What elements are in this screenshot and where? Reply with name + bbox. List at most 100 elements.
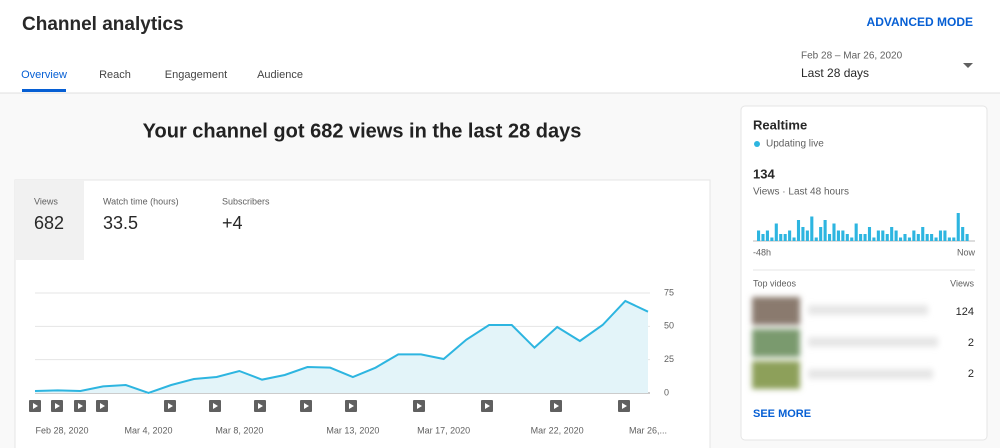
metric-selected[interactable]: [15, 180, 84, 260]
metric-label[interactable]: Watch time (hours): [103, 196, 179, 206]
play-glyph: [258, 403, 263, 409]
realtime-bar: [854, 223, 858, 241]
x-tick-label: Feb 28, 2020: [35, 425, 88, 435]
x-tick-label: Mar 4, 2020: [125, 425, 173, 435]
x-tick-label: Mar 17, 2020: [417, 425, 470, 435]
views-label: Views: [950, 278, 974, 288]
play-glyph: [304, 403, 309, 409]
period[interactable]: Last 28 days: [801, 66, 869, 80]
x-tick-label: Mar 8, 2020: [215, 425, 263, 435]
realtime-bar: [881, 230, 885, 241]
realtime-bar: [961, 227, 965, 241]
area: [35, 301, 648, 393]
x-tick-label: Mar 26,...: [629, 425, 667, 435]
thumbnail: [752, 329, 800, 357]
realtime-bar: [943, 230, 947, 241]
realtime-bar: [863, 234, 867, 241]
video-views: 124: [956, 306, 974, 318]
realtime-bar: [934, 237, 938, 241]
realtime-start: -48h: [753, 247, 771, 257]
realtime-bar: [859, 234, 863, 241]
see-more[interactable]: SEE MORE: [753, 408, 811, 420]
realtime-bar: [850, 237, 854, 241]
metric-label[interactable]: Subscribers: [222, 196, 270, 206]
realtime-bar: [801, 227, 805, 241]
tab-underline: [22, 89, 66, 92]
realtime-bar: [832, 223, 836, 241]
realtime-bar: [823, 220, 827, 241]
realtime-card: [740, 105, 988, 441]
headline: Your channel got 682 views in the last 2…: [143, 120, 582, 142]
realtime-bar: [899, 237, 903, 241]
realtime-subtitle: Views · Last 48 hours: [753, 187, 849, 198]
video-views: 2: [968, 337, 974, 349]
realtime-bar: [890, 227, 894, 241]
dropdown-arrow[interactable]: [963, 63, 973, 68]
top-videos-label: Top videos: [753, 278, 797, 288]
blurred-videos: [752, 297, 938, 389]
line: [34, 299, 649, 395]
realtime-bar: [916, 234, 920, 241]
realtime-end: Now: [957, 247, 976, 257]
realtime-bar: [965, 234, 969, 241]
metric-value[interactable]: 33.5: [103, 213, 138, 233]
realtime-bar: [828, 234, 832, 241]
realtime-bar: [956, 213, 960, 241]
tab[interactable]: Engagement: [165, 69, 227, 81]
realtime-bar: [796, 220, 801, 241]
main-card: [14, 179, 711, 448]
realtime-bar: [805, 230, 809, 241]
page-title: Channel analytics: [22, 14, 184, 35]
realtime-bar: [903, 234, 907, 241]
metric-value[interactable]: 682: [34, 213, 64, 233]
x-tick-label: Mar 22, 2020: [531, 425, 584, 435]
realtime-bar: [872, 237, 876, 241]
realtime-bar: [792, 237, 796, 241]
play-glyph: [55, 403, 60, 409]
realtime-bar: [779, 234, 783, 241]
live-status: Updating live: [766, 139, 824, 150]
play-glyph: [485, 403, 490, 409]
tab[interactable]: Audience: [257, 69, 303, 81]
metric-value[interactable]: +4: [222, 213, 243, 233]
realtime-bar: [947, 237, 951, 241]
realtime-bar: [788, 230, 792, 241]
realtime-bar: [841, 230, 845, 241]
metric-label[interactable]: Views: [34, 196, 58, 206]
video-title-blur: [808, 305, 928, 315]
play-glyph: [168, 403, 173, 409]
x-tick-label: Mar 13, 2020: [326, 425, 379, 435]
realtime-bar: [783, 234, 787, 241]
realtime-bar: [930, 234, 934, 241]
realtime-bar: [761, 234, 765, 241]
realtime-bar: [938, 230, 943, 241]
video-views: 2: [968, 368, 974, 380]
video-title-blur: [808, 337, 938, 347]
realtime-bar: [765, 230, 769, 241]
realtime-bar: [921, 227, 925, 241]
y-tick-label: 75: [664, 287, 674, 297]
realtime-bar: [774, 223, 778, 241]
thumbnail: [752, 297, 800, 325]
realtime-bar: [845, 234, 849, 241]
header-bg: [0, 0, 1000, 93]
play-glyph: [213, 403, 218, 409]
play-glyph: [33, 403, 38, 409]
y-tick-label: 0: [664, 387, 669, 397]
date-range[interactable]: Feb 28 – Mar 26, 2020: [801, 51, 903, 62]
play-glyph: [554, 403, 559, 409]
realtime-bar: [876, 230, 880, 241]
realtime-title: Realtime: [753, 117, 807, 132]
tab[interactable]: Overview: [21, 69, 67, 81]
play-glyph: [78, 403, 83, 409]
realtime-bar: [810, 216, 814, 241]
play-glyph: [622, 403, 627, 409]
advanced-mode[interactable]: ADVANCED MODE: [867, 15, 973, 29]
y-tick-label: 50: [664, 321, 674, 331]
play-glyph: [417, 403, 422, 409]
realtime-count: 134: [753, 166, 775, 181]
realtime-bar: [894, 230, 898, 241]
tab[interactable]: Reach: [99, 69, 131, 81]
live-dot: [754, 141, 760, 147]
